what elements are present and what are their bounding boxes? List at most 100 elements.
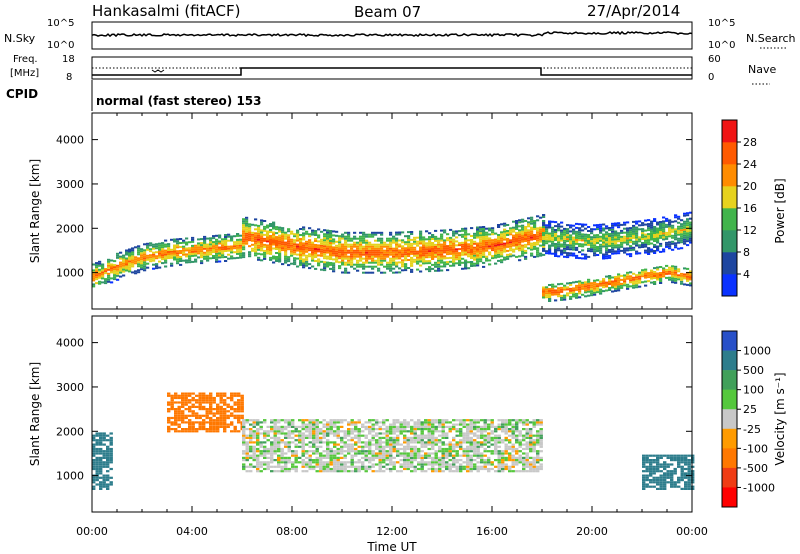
power-cell: [680, 274, 684, 277]
velocity-cell: [273, 419, 277, 422]
power-cell: [575, 236, 579, 239]
velocity-cell: [223, 412, 227, 415]
velocity-cell: [508, 441, 512, 444]
velocity-cell: [249, 447, 253, 451]
velocity-cell: [350, 465, 354, 468]
velocity-cell: [326, 428, 330, 431]
power-cell: [134, 256, 138, 259]
velocity-cell: [202, 419, 206, 422]
velocity-cell: [195, 405, 199, 408]
power-cell: [188, 241, 192, 244]
velocity-cell: [539, 443, 543, 446]
power-cell: [581, 225, 585, 228]
power-cell: [107, 280, 111, 283]
velocity-cell: [298, 434, 302, 437]
velocity-cell: [389, 467, 393, 471]
power-cell: [401, 245, 405, 248]
power-cell: [416, 242, 420, 245]
power-cell: [629, 271, 633, 274]
velocity-cell: [357, 441, 361, 444]
power-cell: [140, 266, 144, 269]
power-cell: [110, 259, 114, 262]
power-cell: [677, 274, 681, 277]
velocity-cell: [529, 421, 533, 424]
power-cell: [566, 252, 570, 255]
velocity-cell: [371, 423, 375, 426]
velocity-cell: [340, 439, 344, 442]
power-cell: [320, 230, 324, 233]
power-cell: [542, 249, 546, 252]
velocity-cell: [434, 452, 438, 455]
power-cell: [98, 272, 102, 275]
power-cell: [245, 218, 249, 221]
power-cell: [623, 241, 627, 244]
velocity-cell: [490, 467, 494, 471]
velocity-cell: [427, 430, 431, 433]
velocity-cell: [256, 450, 260, 453]
power-cell: [281, 263, 285, 266]
power-cell: [653, 281, 657, 283]
velocity-cell: [403, 459, 407, 462]
velocity-cell: [525, 463, 529, 466]
velocity-cell: [216, 394, 220, 397]
power-cell: [428, 256, 432, 259]
velocity-cell: [490, 452, 494, 455]
power-cell: [149, 254, 153, 257]
power-cell: [371, 257, 375, 260]
power-cell: [605, 231, 609, 234]
power-cell: [554, 243, 558, 245]
power-cell: [689, 235, 693, 238]
velocity-cell: [511, 419, 515, 422]
power-colorbar-swatch: [722, 230, 737, 253]
velocity-cell: [237, 419, 241, 422]
velocity-cell: [448, 450, 452, 453]
power-cell: [479, 254, 483, 257]
velocity-cell: [494, 430, 498, 433]
power-cell: [122, 264, 126, 267]
power-cell: [521, 224, 525, 227]
velocity-cell: [259, 454, 263, 457]
power-cell: [656, 268, 660, 271]
velocity-cell: [466, 465, 470, 468]
velocity-cell: [301, 421, 305, 424]
power-cell: [449, 244, 453, 247]
power-cell: [290, 246, 294, 249]
power-cell: [239, 238, 243, 241]
power-cell: [596, 228, 600, 231]
velocity-cell: [452, 447, 456, 451]
velocity-cell: [319, 459, 323, 462]
velocity-cell: [167, 403, 171, 406]
power-cell: [473, 246, 477, 249]
velocity-cell: [266, 456, 270, 459]
power-cell: [650, 248, 654, 251]
velocity-cell: [473, 441, 477, 444]
velocity-cell: [336, 434, 340, 437]
velocity-cell: [205, 399, 209, 402]
power-cell: [407, 237, 411, 240]
power-cell: [548, 252, 552, 255]
power-cell: [248, 237, 252, 240]
power-cell: [308, 235, 312, 238]
velocity-cell: [301, 425, 305, 428]
power-cell: [116, 256, 120, 259]
power-cell: [569, 244, 573, 247]
power-cell: [656, 245, 660, 248]
velocity-cell: [354, 461, 358, 464]
velocity-cell: [480, 445, 484, 448]
velocity-cell: [378, 443, 382, 446]
power-cell: [164, 265, 168, 268]
power-cell: [662, 236, 666, 239]
power-cell: [206, 243, 210, 246]
power-cell: [500, 243, 504, 246]
power-cell: [686, 226, 690, 229]
velocity-cell: [371, 452, 375, 455]
y-tick-label: 1000: [56, 267, 84, 280]
velocity-cell: [270, 425, 274, 428]
power-cell: [197, 256, 201, 259]
power-cell: [407, 239, 411, 242]
power-cell: [410, 231, 414, 233]
power-cell: [425, 248, 429, 251]
velocity-cell: [385, 441, 389, 444]
power-cell: [470, 251, 474, 253]
velocity-cell: [469, 441, 473, 444]
